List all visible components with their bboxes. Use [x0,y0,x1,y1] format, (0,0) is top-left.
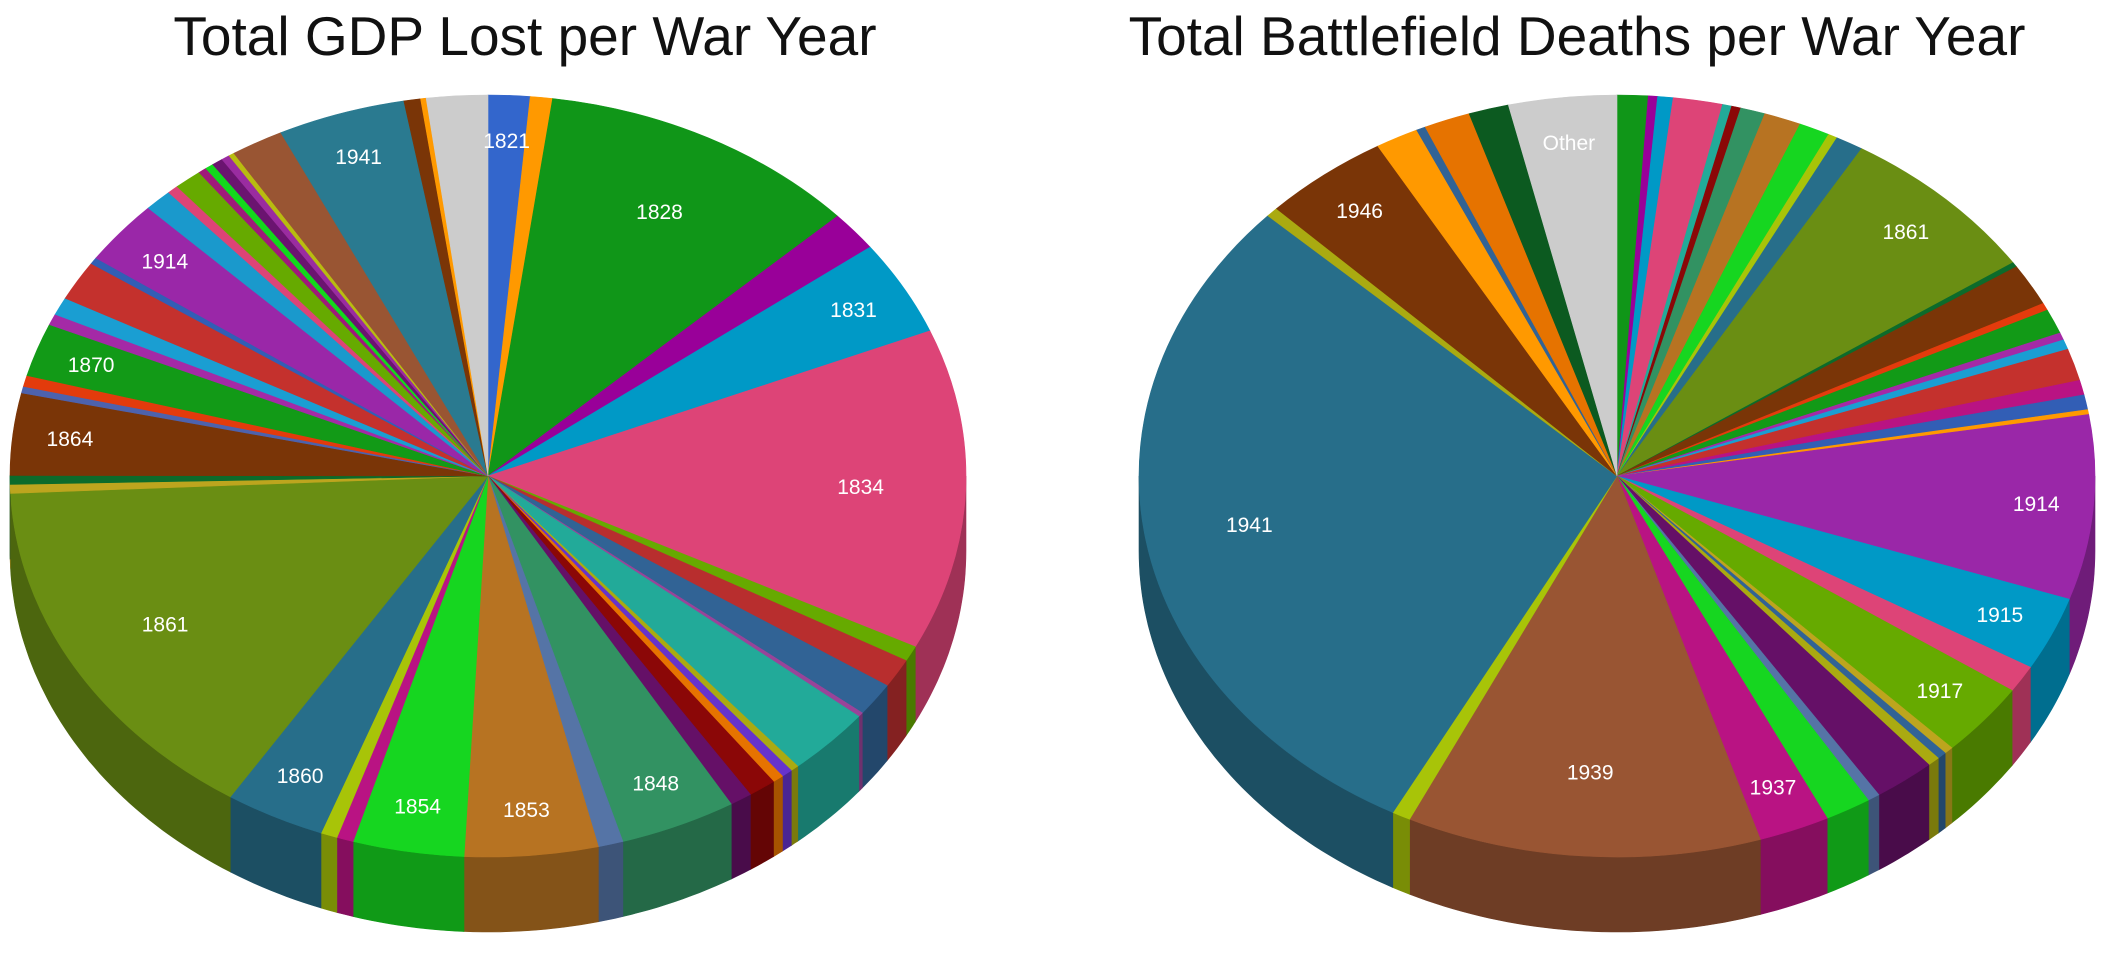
pie-chart-gdp: 1821 1828 1831 1834 1848 1853 1854 1860 1861 1864… [9,94,967,933]
slice-label-0-1914: 1914 [141,250,188,273]
pie-side-1-28 [1928,757,1939,841]
slice-label-1-other: Other [1543,132,1596,155]
pie-side-0-12 [782,769,792,852]
pie-slice-1-11-1861[interactable] [1616,148,2014,477]
chart-title-gdp: Total GDP Lost per War Year [173,5,877,67]
slice-label-1-1939: 1939 [1567,761,1614,784]
slice-label-1-1861: 1861 [1882,221,1929,244]
pie-slice-1-22-1914[interactable] [1616,414,2096,600]
slice-label-0-1861: 1861 [142,614,189,637]
pie-side-0-21 [320,832,338,913]
pie-side-0-15 [730,794,751,880]
pie-slice-0-5-1834[interactable] [487,330,967,648]
slice-label-0-1821: 1821 [483,130,530,153]
pie-side-0-18 [463,846,599,933]
pie-chart-deaths: 1861 1914 1915 1917 1937 1939 1941 1946 Other [1138,94,2096,933]
chart-title-deaths: Total Battlefield Deaths per War Year [1128,5,2026,67]
pie-side-0-9 [858,712,863,793]
slice-label-0-1941: 1941 [335,146,382,169]
pie-side-0-14 [750,781,774,871]
pie-slice-0-2-1828[interactable] [487,98,838,477]
pie-slice-0-23-1861[interactable] [10,475,489,798]
pie-slice-1-42-other[interactable] [1507,94,1618,477]
pie-slice-1-33-1939[interactable] [1409,475,1761,858]
slice-label-0-1854: 1854 [394,796,441,819]
pie-side-0-17 [598,841,624,923]
pie-side-1-26 [1944,747,1953,829]
slice-label-0-1848: 1848 [632,773,679,796]
slice-label-1-1915: 1915 [1976,604,2023,627]
pie-side-0-13 [773,775,783,858]
slice-label-0-1853: 1853 [503,799,550,822]
pie-side-0-11 [790,765,799,847]
slice-label-0-1831: 1831 [830,299,877,322]
pie-side-0-20 [336,837,354,917]
pie-side-1-34 [1392,812,1410,895]
pie-side-1-27 [1938,752,1946,834]
slice-label-0-1870: 1870 [68,354,115,377]
slice-label-1-1914: 1914 [2013,493,2060,516]
pie-side-0-6 [905,645,916,737]
slice-label-0-1860: 1860 [277,765,324,788]
slice-label-0-1828: 1828 [636,201,683,224]
slice-label-1-1917: 1917 [1916,680,1963,703]
slice-label-1-1946: 1946 [1336,200,1383,223]
slice-label-0-1834: 1834 [837,476,884,499]
pie-slice-1-35-1941[interactable] [1138,215,1618,813]
slice-label-1-1937: 1937 [1750,776,1797,799]
pie-slice-0-47[interactable] [425,94,489,477]
pie-side-1-30 [1868,794,1880,876]
slice-label-1-1941: 1941 [1226,514,1273,537]
slice-label-0-1864: 1864 [47,428,94,451]
